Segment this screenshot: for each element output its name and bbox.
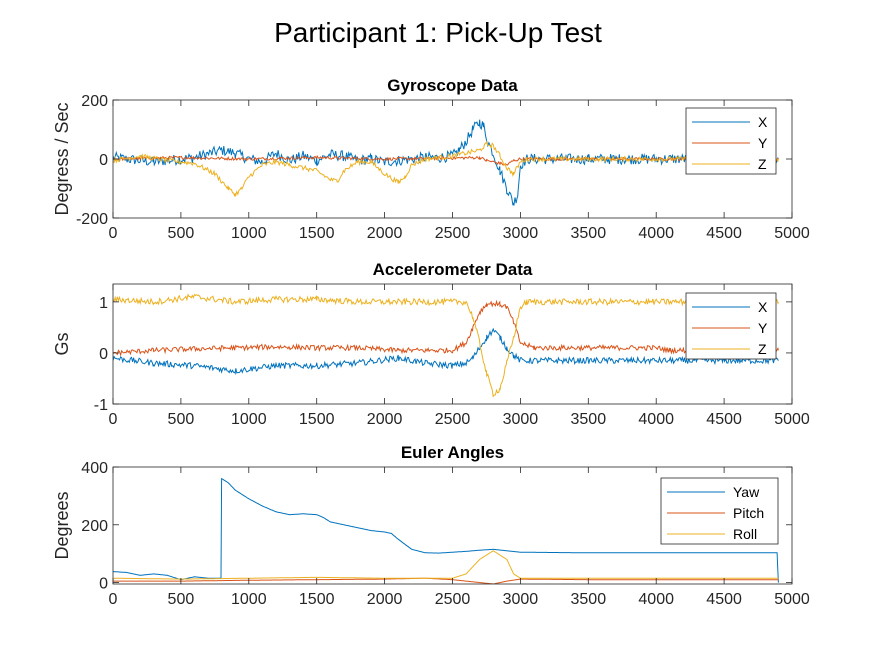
x-tick-label: 1500 xyxy=(299,591,335,608)
legend-label-x: X xyxy=(758,114,768,130)
x-tick-label: 2500 xyxy=(435,591,471,608)
series-group xyxy=(113,293,779,398)
x-tick-label: 4000 xyxy=(638,591,674,608)
subplot-title: Gyroscope Data xyxy=(387,76,518,95)
legend-label-pitch: Pitch xyxy=(733,505,764,521)
x-tick-label: 3000 xyxy=(503,591,539,608)
series-line-z xyxy=(113,293,779,398)
x-tick-label: 4500 xyxy=(706,411,742,428)
series-line-x xyxy=(113,327,779,376)
series-line-roll xyxy=(113,550,779,580)
y-tick-label: 0 xyxy=(99,576,108,593)
series-line-x xyxy=(113,119,779,206)
legend-box xyxy=(685,292,777,360)
x-tick-label: 2500 xyxy=(435,225,471,242)
series-line-pitch xyxy=(113,577,779,584)
x-tick-label: 1000 xyxy=(231,411,267,428)
y-tick-label: 1 xyxy=(99,295,108,312)
y-axis-label: Degrees xyxy=(52,491,72,559)
x-tick-label: 3000 xyxy=(503,225,539,242)
legend-box xyxy=(660,477,779,545)
figure-title: Participant 1: Pick-Up Test xyxy=(274,17,602,48)
y-tick-label: -1 xyxy=(94,397,108,414)
x-tick-label: 5000 xyxy=(774,411,810,428)
legend-label-y: Y xyxy=(758,320,768,336)
legend-label-z: Z xyxy=(758,156,767,172)
y-tick-label: 200 xyxy=(81,93,108,110)
legend-box xyxy=(685,107,777,175)
x-tick-label: 1500 xyxy=(299,225,335,242)
x-tick-label: 3000 xyxy=(503,411,539,428)
x-tick-label: 0 xyxy=(109,591,118,608)
subplot-title: Euler Angles xyxy=(401,443,504,462)
x-tick-label: 5000 xyxy=(774,591,810,608)
x-tick-label: 3500 xyxy=(571,225,607,242)
x-tick-label: 5000 xyxy=(774,225,810,242)
x-tick-label: 3500 xyxy=(571,411,607,428)
x-tick-label: 0 xyxy=(109,411,118,428)
legend: Yaw Pitch Roll xyxy=(660,477,779,545)
legend-label-roll: Roll xyxy=(733,526,757,542)
x-tick-label: 1500 xyxy=(299,411,335,428)
y-tick-label: 0 xyxy=(99,346,108,363)
legend: XYZ xyxy=(685,292,777,360)
plot-area xyxy=(113,284,792,404)
series-line-yaw xyxy=(113,477,779,583)
series-group xyxy=(113,119,779,206)
y-tick-label: 200 xyxy=(81,518,108,535)
y-tick-label: 0 xyxy=(99,152,108,169)
subplot-1: 0 500 1000 1500 2000 2500 3000 3500 4000 4500 5000… xyxy=(52,76,810,242)
x-tick-label: 3500 xyxy=(571,591,607,608)
x-tick-label: 4000 xyxy=(638,411,674,428)
x-tick-label: 500 xyxy=(168,411,195,428)
x-tick-label: 2500 xyxy=(435,411,471,428)
x-tick-label: 500 xyxy=(168,225,195,242)
y-tick-label: 400 xyxy=(81,460,108,477)
subplot-2: 0 500 1000 1500 2000 2500 3000 3500 4000 4500 5000… xyxy=(52,260,810,428)
legend: XYZ xyxy=(685,107,777,175)
x-tick-label: 2000 xyxy=(367,411,403,428)
x-tick-label: 1000 xyxy=(231,225,267,242)
subplot-title: Accelerometer Data xyxy=(373,260,533,279)
x-tick-label: 2000 xyxy=(367,225,403,242)
series-group xyxy=(113,477,779,584)
x-tick-label: 500 xyxy=(168,591,195,608)
legend-label-y: Y xyxy=(758,135,768,151)
x-tick-label: 2000 xyxy=(367,591,403,608)
legend-label-x: X xyxy=(758,299,768,315)
x-tick-label: 0 xyxy=(109,225,118,242)
legend-label-z: Z xyxy=(758,341,767,357)
series-line-y xyxy=(113,299,779,357)
x-tick-label: 4000 xyxy=(638,225,674,242)
subplot-3: 0 500 1000 1500 2000 2500 3000 3500 4000 4500 5000… xyxy=(52,443,810,608)
y-axis-label: Gs xyxy=(52,332,72,355)
x-tick-label: 4500 xyxy=(706,225,742,242)
y-tick-label: -200 xyxy=(76,211,108,228)
x-tick-label: 4500 xyxy=(706,591,742,608)
legend-label-yaw: Yaw xyxy=(733,484,760,500)
x-tick-label: 1000 xyxy=(231,591,267,608)
y-axis-label: Degress / Sec xyxy=(52,102,72,215)
series-line-z xyxy=(113,140,779,197)
